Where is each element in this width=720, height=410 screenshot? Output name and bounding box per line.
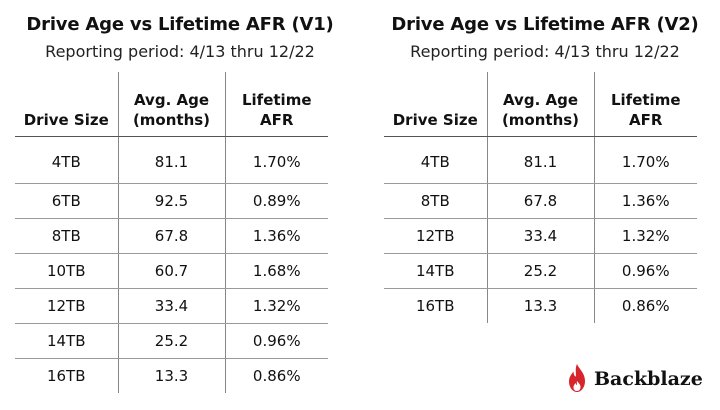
cell-lifetime-afr: 1.32% [593, 218, 697, 254]
cell-avg-age: 67.8 [486, 183, 594, 219]
cell-lifetime-afr: 1.36% [593, 183, 697, 219]
header-row: Drive Size Avg. Age (months) Lifetime AFR [384, 72, 697, 137]
cell-lifetime-afr: 0.86% [593, 288, 697, 323]
table-title-v1: Drive Age vs Lifetime AFR (V1) [26, 14, 334, 35]
table-row: 14TB 25.2 0.96% [15, 323, 328, 359]
table-row: 10TB 60.7 1.68% [15, 253, 328, 289]
table-title-v2: Drive Age vs Lifetime AFR (V2) [391, 14, 699, 35]
cell-lifetime-afr: 1.32% [224, 288, 328, 324]
header-avg-age: Avg. Age (months) [117, 72, 225, 137]
header-lifetime-afr: Lifetime AFR [224, 72, 328, 137]
table-row: 12TB 33.4 1.32% [384, 218, 697, 254]
table-row: 16TB 13.3 0.86% [384, 288, 697, 323]
table-row: 8TB 67.8 1.36% [384, 183, 697, 219]
backblaze-logo: Backblaze [566, 362, 703, 396]
table-subtitle-v2: Reporting period: 4/13 thru 12/22 [410, 42, 680, 61]
cell-drive-size: 8TB [384, 183, 487, 219]
afr-table-v1: Drive Size Avg. Age (months) Lifetime AFR … [15, 72, 328, 393]
table-row: 12TB 33.4 1.32% [15, 288, 328, 324]
table-row: 16TB 13.3 0.86% [15, 358, 328, 393]
cell-drive-size: 6TB [15, 183, 118, 219]
cell-avg-age: 81.1 [117, 136, 225, 184]
cell-avg-age: 25.2 [117, 323, 225, 359]
cell-avg-age: 67.8 [117, 218, 225, 254]
cell-lifetime-afr: 0.96% [593, 253, 697, 289]
cell-drive-size: 16TB [46, 367, 86, 385]
header-avg-age: Avg. Age (months) [486, 72, 594, 137]
table-row: 14TB 25.2 0.96% [384, 253, 697, 289]
cell-drive-size: 12TB [15, 288, 118, 324]
logo-text: Backblaze [594, 368, 703, 390]
cell-avg-age: 25.2 [486, 253, 594, 289]
table-row: 4TB 81.1 1.70% [384, 136, 697, 184]
table-row: 6TB 92.5 0.89% [15, 183, 328, 219]
cell-drive-size: 8TB [15, 218, 118, 254]
header-drive-size: Drive Size [15, 72, 118, 137]
table-subtitle-v1: Reporting period: 4/13 thru 12/22 [45, 42, 315, 61]
header-row: Drive Size Avg. Age (months) Lifetime AFR [15, 72, 328, 137]
flame-icon [569, 364, 585, 392]
cell-lifetime-afr: 1.36% [224, 218, 328, 254]
cell-lifetime-afr: 0.96% [224, 323, 328, 359]
cell-drive-size: 4TB [384, 136, 487, 184]
table-row: 8TB 67.8 1.36% [15, 218, 328, 254]
header-drive-size: Drive Size [384, 72, 487, 137]
table-row: 4TB 81.1 1.70% [15, 136, 328, 184]
afr-table-v2: Drive Size Avg. Age (months) Lifetime AFR … [384, 72, 697, 323]
cell-lifetime-afr: 0.86% [224, 358, 328, 393]
cell-lifetime-afr: 0.89% [224, 183, 328, 219]
cell-avg-age: 60.7 [117, 253, 225, 289]
cell-avg-age: 13.3 [486, 288, 594, 323]
header-lifetime-afr: Lifetime AFR [593, 72, 697, 137]
cell-lifetime-afr: 1.70% [593, 136, 697, 184]
cell-lifetime-afr: 1.68% [224, 253, 328, 289]
cell-avg-age: 81.1 [486, 136, 594, 184]
cell-avg-age: 13.3 [117, 358, 225, 393]
cell-avg-age: 92.5 [117, 183, 225, 219]
cell-drive-size: 12TB [384, 218, 487, 254]
cell-drive-size: 14TB [384, 253, 487, 289]
cell-avg-age: 33.4 [117, 288, 225, 324]
cell-drive-size: 4TB [15, 136, 118, 184]
cell-drive-size: 16TB [415, 297, 455, 315]
cell-lifetime-afr: 1.70% [224, 136, 328, 184]
cell-avg-age: 33.4 [486, 218, 594, 254]
cell-drive-size: 14TB [15, 323, 118, 359]
cell-drive-size: 10TB [15, 253, 118, 289]
